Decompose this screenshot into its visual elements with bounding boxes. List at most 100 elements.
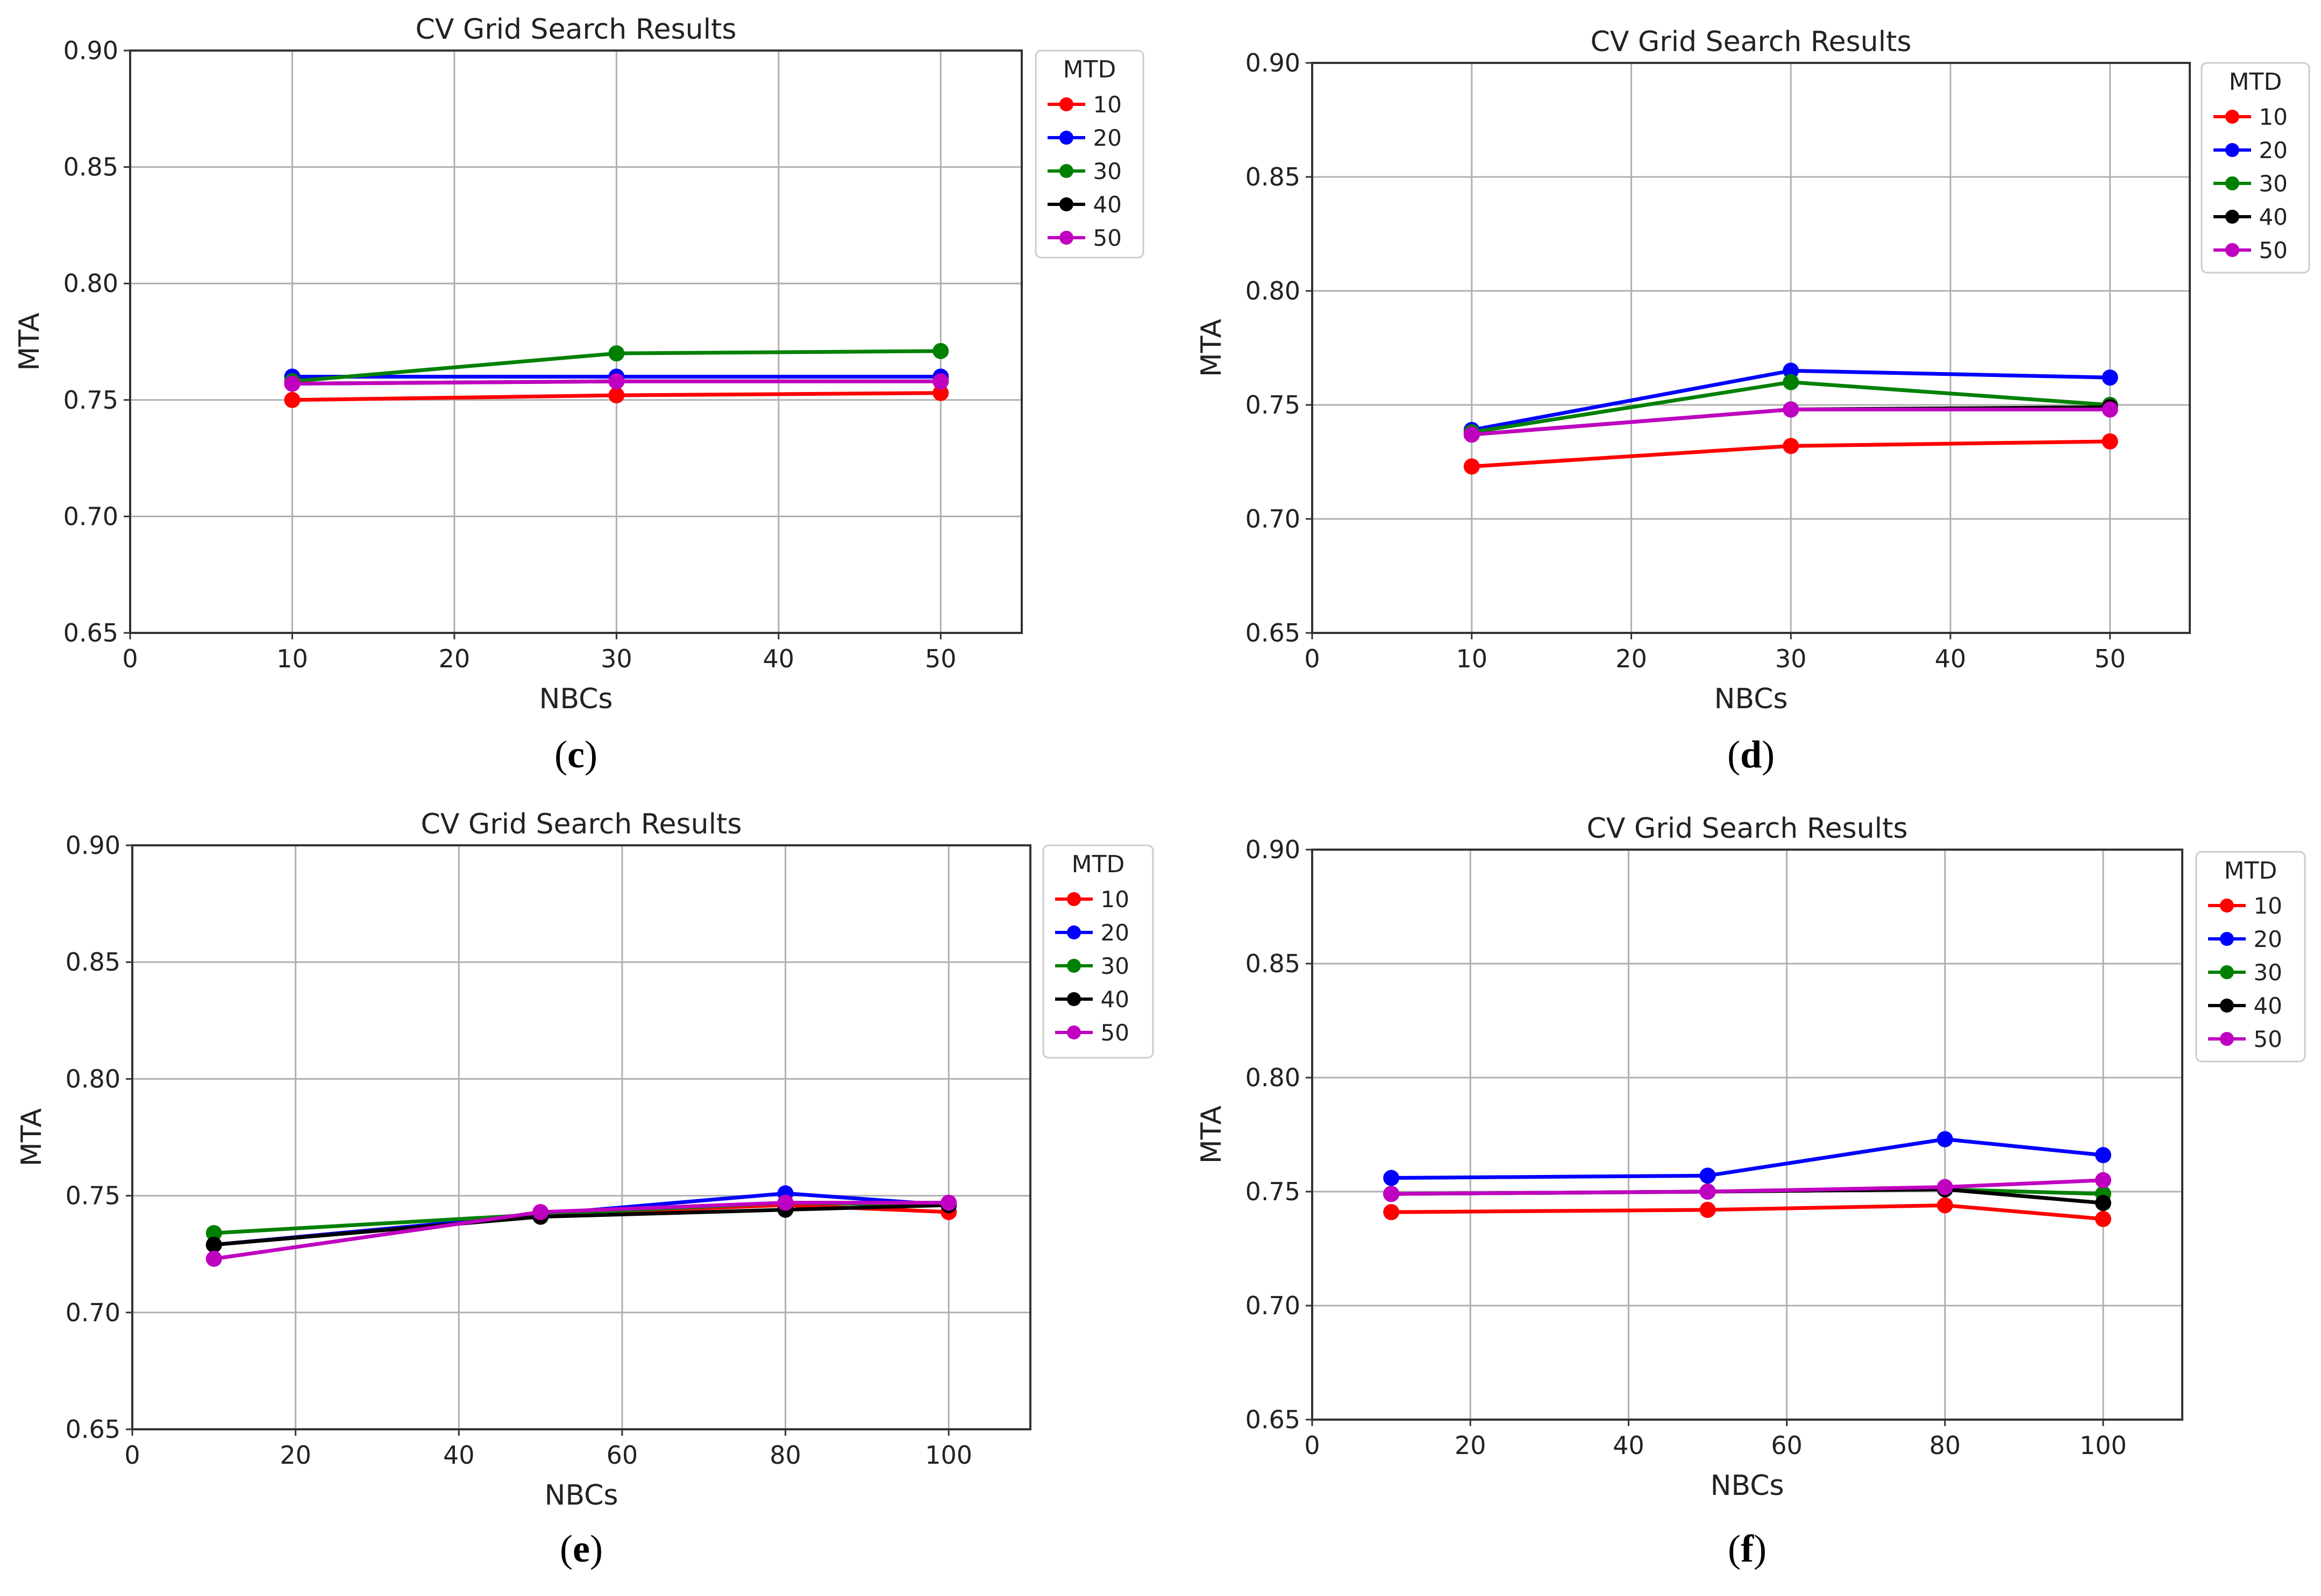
x-tick-label: 50: [2094, 644, 2126, 673]
data-point-mtd-20: [2102, 369, 2118, 386]
legend-swatch-marker: [2225, 210, 2239, 224]
y-tick-label: 0.65: [1245, 1405, 1300, 1434]
y-tick-label: 0.70: [1245, 1291, 1300, 1320]
legend-label: 50: [1101, 1020, 1129, 1046]
series-line-mtd-40: [213, 1203, 949, 1247]
legend-label: 20: [2259, 137, 2288, 163]
y-tick-label: 0.85: [66, 947, 120, 977]
data-point-mtd-50: [2095, 1172, 2111, 1188]
caption-paren-open: (: [554, 733, 567, 776]
data-point-mtd-50: [205, 1250, 222, 1267]
legend-swatch-marker: [1067, 959, 1081, 973]
data-point-mtd-20: [1783, 362, 1799, 379]
data-point-mtd-10: [1936, 1197, 1953, 1214]
data-point-mtd-40: [2095, 1195, 2111, 1212]
x-tick-label: 20: [439, 644, 471, 673]
x-tick-label: 10: [276, 644, 308, 673]
caption-letter: c: [567, 733, 585, 776]
legend-swatch-marker: [2225, 176, 2239, 190]
x-tick-label: 60: [1771, 1431, 1803, 1460]
legend-label: 50: [1093, 225, 1122, 251]
caption-paren-close: ): [1762, 733, 1775, 776]
y-tick-label: 0.90: [63, 36, 118, 65]
plot-frame: [131, 844, 1031, 1430]
chart-title: CV Grid Search Results: [415, 13, 736, 46]
series-line-mtd-10: [1391, 1203, 2104, 1221]
y-tick-label: 0.75: [63, 386, 118, 415]
legend-label: 20: [1093, 125, 1122, 151]
x-tick-label: 60: [607, 1441, 638, 1470]
legend-label: 10: [1101, 886, 1129, 913]
data-point-mtd-20: [2095, 1147, 2111, 1164]
legend-swatch-marker: [2225, 143, 2239, 157]
caption-paren-close: ): [585, 733, 597, 776]
y-tick-label: 0.75: [1245, 1177, 1300, 1206]
data-point-mtd-50: [941, 1194, 957, 1211]
data-point-mtd-50: [2102, 401, 2118, 418]
data-point-mtd-50: [532, 1204, 549, 1221]
legend-label: 10: [2254, 893, 2282, 919]
legend-swatch-marker: [1059, 231, 1073, 245]
plot-area: [1312, 63, 2190, 633]
x-axis-label: NBCs: [1710, 1470, 1784, 1502]
data-point-mtd-10: [1783, 438, 1799, 454]
data-point-mtd-10: [1463, 458, 1480, 475]
data-point-mtd-20: [1699, 1167, 1716, 1184]
x-tick-label: 40: [443, 1441, 475, 1470]
chart-panel-e: 0 20 40 60 80 100 0.65 0.70 0.75 0.80 0.85 0.90 CV G…: [16, 808, 1154, 1570]
data-point-mtd-30: [932, 343, 949, 359]
data-point-mtd-10: [608, 387, 625, 404]
series-line-mtd-50: [213, 1201, 949, 1261]
caption-paren-open: (: [560, 1527, 573, 1570]
y-tick-label: 0.70: [63, 502, 118, 531]
chart-title: CV Grid Search Results: [1586, 813, 1907, 845]
data-point-mtd-20: [1383, 1170, 1400, 1186]
plot-frame: [1311, 62, 2191, 634]
legend-swatch-marker: [1059, 131, 1073, 145]
y-tick-label: 0.90: [66, 831, 120, 860]
plot-area: [132, 845, 1030, 1429]
data-point-mtd-50: [1783, 401, 1799, 418]
legend-swatch-marker: [1059, 164, 1073, 178]
x-tick-label: 80: [1929, 1431, 1961, 1460]
panel-caption: (e): [560, 1527, 603, 1570]
x-tick-label: 0: [1304, 1431, 1320, 1460]
legend-swatch-marker: [1059, 97, 1073, 111]
legend-swatch-marker: [2220, 899, 2234, 913]
data-point-mtd-50: [284, 375, 301, 392]
plot-area: [1312, 850, 2182, 1420]
legend-swatch-marker: [2220, 965, 2234, 979]
x-tick-label: 40: [763, 644, 795, 673]
data-point-mtd-30: [608, 345, 625, 362]
legend-label: 40: [2254, 993, 2282, 1019]
legend-label: 30: [2259, 170, 2288, 197]
x-tick-label: 0: [122, 644, 138, 673]
y-tick-label: 0.75: [1245, 390, 1300, 419]
chart-title: CV Grid Search Results: [1590, 26, 1911, 58]
x-axis-label: NBCs: [544, 1479, 618, 1512]
x-tick-label: 30: [601, 644, 632, 673]
y-tick-label: 0.65: [1245, 618, 1300, 647]
series-line-mtd-50: [1391, 1178, 2104, 1196]
legend-label: 30: [1093, 158, 1122, 184]
legend-label: 20: [2254, 926, 2282, 952]
x-tick-label: 40: [1935, 644, 1967, 673]
caption-paren-open: (: [1727, 733, 1740, 776]
y-tick-label: 0.85: [1245, 162, 1300, 191]
y-tick-label: 0.75: [66, 1181, 120, 1210]
legend-swatch-marker: [1067, 992, 1081, 1006]
legend-swatch-marker: [1067, 925, 1081, 939]
legend-label: 50: [2254, 1026, 2282, 1052]
data-point-mtd-30: [205, 1225, 222, 1242]
legend-swatch-marker: [2220, 932, 2234, 946]
legend-swatch-marker: [1067, 1025, 1081, 1039]
y-tick-label: 0.70: [1245, 504, 1300, 533]
x-tick-label: 50: [925, 644, 957, 673]
data-point-mtd-10: [284, 391, 301, 408]
legend-label: 40: [1101, 986, 1129, 1013]
y-tick-label: 0.80: [63, 269, 118, 298]
y-axis-label: MTA: [13, 312, 46, 371]
data-point-mtd-50: [1699, 1184, 1716, 1200]
caption-paren-close: ): [1754, 1527, 1767, 1570]
